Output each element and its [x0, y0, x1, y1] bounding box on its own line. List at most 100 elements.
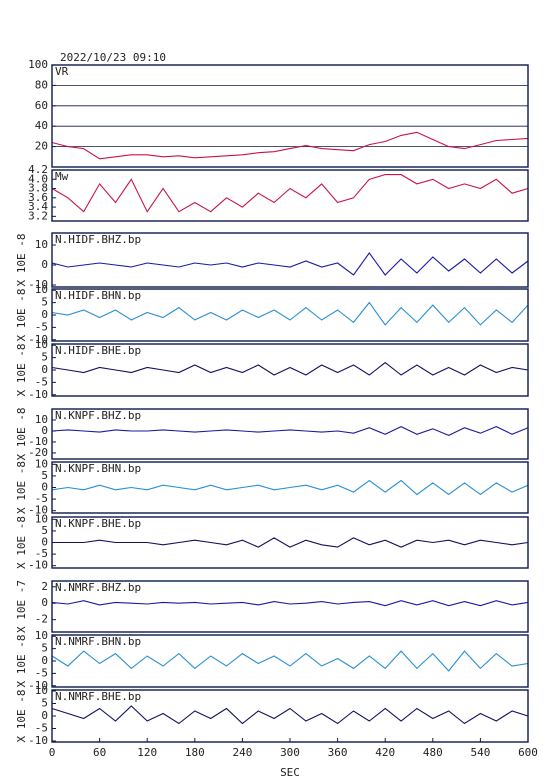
- y-tick-label: 3.4: [28, 200, 48, 213]
- y-tick-label: -10: [28, 388, 48, 401]
- y-tick-label: -10: [28, 679, 48, 692]
- y-tick-label: 0: [41, 654, 48, 667]
- y-axis-label: X 10E -8: [15, 516, 28, 569]
- y-tick-label: 2: [41, 580, 48, 593]
- series-label: N.NMRF.BHZ.bp: [55, 581, 141, 594]
- series-label: Mw: [55, 170, 69, 183]
- y-tick-label: 3.8: [28, 182, 48, 195]
- y-tick-label: 5: [41, 469, 48, 482]
- series-label: N.HIDF.BHZ.bp: [55, 233, 141, 246]
- y-axis-label: X 10E -7: [15, 580, 28, 633]
- y-tick-label: 5: [41, 296, 48, 309]
- y-tick-label: -5: [35, 722, 48, 735]
- y-axis-label: X 10E -8: [15, 408, 28, 461]
- y-tick-label: 10: [35, 512, 48, 525]
- x-tick-label: 180: [185, 746, 205, 759]
- x-tick-label: 240: [232, 746, 252, 759]
- y-tick-label: 3.2: [28, 209, 48, 222]
- y-tick-label: 40: [35, 119, 48, 132]
- y-tick-label: 60: [35, 99, 48, 112]
- panel-frame: [51, 580, 529, 633]
- y-tick-label: -10: [28, 734, 48, 747]
- y-tick-label: -5: [35, 547, 48, 560]
- x-tick-label: 540: [470, 746, 490, 759]
- trace-line: [51, 174, 529, 213]
- y-tick-label: 10: [35, 457, 48, 470]
- y-tick-label: -5: [35, 492, 48, 505]
- y-tick-label: 20: [35, 140, 48, 153]
- panel-frame: [51, 343, 529, 397]
- y-tick-label: -10: [28, 333, 48, 346]
- y-axis-label: X 10E -8: [15, 234, 28, 287]
- y-tick-label: -20: [28, 446, 48, 459]
- y-tick-label: 0: [41, 536, 48, 549]
- trace-line: [51, 479, 529, 496]
- trace-line: [51, 252, 529, 276]
- y-tick-label: 10: [35, 283, 48, 296]
- trace-line: [51, 425, 529, 437]
- x-tick-label: 120: [137, 746, 157, 759]
- trace-line: [52, 537, 529, 548]
- y-tick-label: 4.2: [28, 163, 48, 176]
- y-tick-label: 3.6: [28, 191, 48, 204]
- y-tick-label: 0: [41, 258, 48, 271]
- y-tick-label: 10: [35, 629, 48, 642]
- trace-line: [51, 361, 529, 376]
- y-tick-label: 0: [41, 709, 48, 722]
- y-tick-label: -5: [35, 666, 48, 679]
- y-tick-label: 0: [41, 424, 48, 437]
- x-axis-label: SEC: [280, 766, 300, 779]
- x-tick-label: 60: [93, 746, 106, 759]
- y-tick-label: 10: [35, 684, 48, 697]
- trace-line: [51, 705, 529, 725]
- series-label: N.HIDF.BHN.bp: [55, 289, 141, 302]
- y-tick-label: -5: [35, 375, 48, 388]
- y-tick-label: -10: [28, 504, 48, 517]
- trace-line: [51, 301, 529, 326]
- y-tick-label: 100: [28, 58, 48, 71]
- y-tick-label: 0: [41, 363, 48, 376]
- series-label: N.NMRF.BHE.bp: [55, 690, 141, 703]
- x-tick-label: 0: [49, 746, 56, 759]
- panel-frame: [51, 689, 529, 743]
- trace-line: [51, 600, 529, 607]
- y-tick-label: 5: [41, 642, 48, 655]
- panel-frame: [51, 408, 529, 460]
- trace-line: [51, 650, 529, 672]
- x-tick-label: 300: [280, 746, 300, 759]
- series-label: N.KNPF.BHZ.bp: [55, 409, 141, 422]
- y-tick-label: -10: [28, 559, 48, 572]
- y-tick-label: -10: [28, 435, 48, 448]
- series-label: N.KNPF.BHN.bp: [55, 462, 141, 475]
- x-tick-label: 600: [518, 746, 538, 759]
- series-label: N.NMRF.BHN.bp: [55, 635, 141, 648]
- panel-frame: [51, 634, 529, 688]
- y-tick-label: -10: [28, 278, 48, 291]
- series-label: VR: [55, 65, 69, 78]
- y-axis-label: X 10E -8: [15, 289, 28, 342]
- y-axis-label: X 10E -8: [15, 690, 28, 743]
- y-tick-label: 10: [35, 238, 48, 251]
- panel-frame: [51, 461, 529, 514]
- y-tick-label: 4.0: [28, 172, 48, 185]
- panel-frame: [51, 232, 529, 288]
- trace-line: [51, 131, 529, 160]
- y-tick-label: -2: [35, 613, 48, 626]
- y-tick-label: 0: [41, 596, 48, 609]
- series-label: N.HIDF.BHE.bp: [55, 344, 141, 357]
- y-tick-label: -5: [35, 320, 48, 333]
- y-axis-label: X 10E -8: [15, 461, 28, 514]
- x-tick-label: 420: [375, 746, 395, 759]
- panel-frame: [51, 516, 529, 569]
- y-axis-label: X 10E -8: [15, 344, 28, 397]
- panel-frame: [51, 64, 529, 168]
- y-tick-label: 5: [41, 351, 48, 364]
- panel-frame: [51, 288, 529, 342]
- panel-frame: [51, 169, 529, 222]
- y-tick-label: 5: [41, 524, 48, 537]
- x-tick-label: 360: [328, 746, 348, 759]
- y-tick-label: 80: [35, 78, 48, 91]
- y-tick-label: 0: [41, 481, 48, 494]
- y-tick-label: 10: [35, 338, 48, 351]
